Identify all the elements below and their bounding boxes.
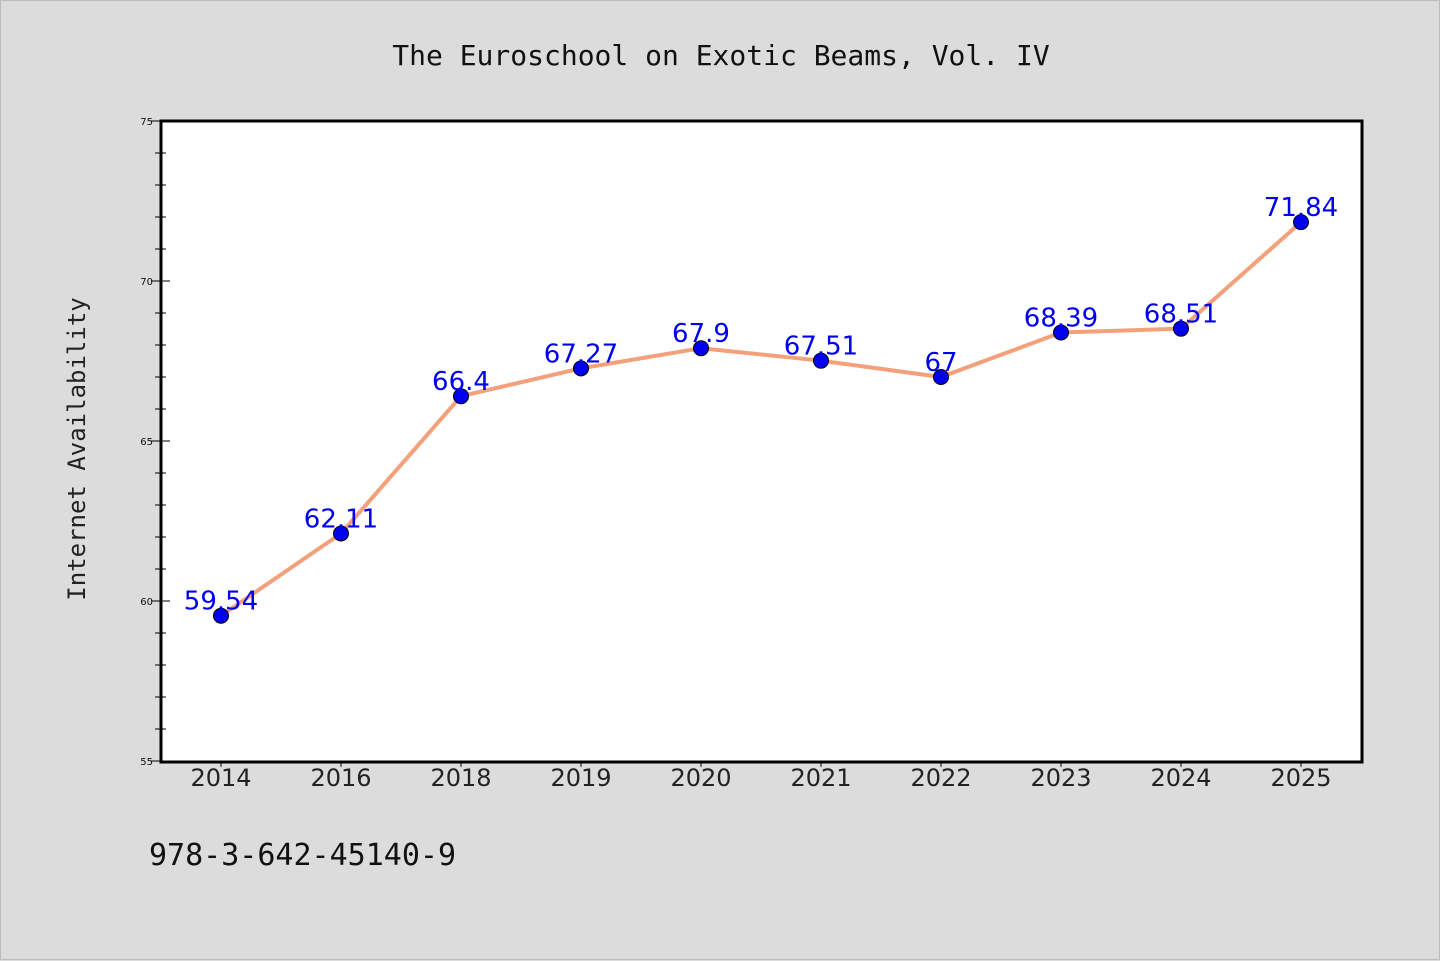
x-tick-label: 2020	[670, 764, 731, 792]
x-tick-label: 2021	[790, 764, 851, 792]
data-point-marker	[453, 388, 469, 405]
data-label: 67.51	[784, 332, 858, 362]
data-point-marker	[1173, 320, 1189, 337]
x-tick-label: 2024	[1150, 764, 1211, 792]
y-tick-label: 60	[140, 597, 153, 608]
data-label: 68.39	[1024, 304, 1098, 334]
data-label: 71.84	[1264, 193, 1338, 223]
y-tick-label: 75	[140, 117, 153, 128]
plot-area	[159, 119, 1364, 764]
y-tick-label: 70	[140, 277, 153, 288]
x-tick-label: 2022	[910, 764, 971, 792]
data-point-marker	[813, 352, 829, 369]
y-tick-label: 65	[140, 437, 153, 448]
data-point-marker	[1053, 324, 1069, 341]
data-point-marker	[1293, 214, 1309, 231]
x-axis-ticks: 2014 2016 2018 2019 2020 2021 2022 2023 2024 2025	[190, 761, 1332, 792]
isbn-footer: 978-3-642-45140-9	[149, 838, 456, 873]
data-labels: 59.54 62.11 66.4 67.27 67.9 67.51 67 68.39 68.51…	[184, 193, 1338, 617]
data-point-marker	[573, 360, 589, 377]
data-label: 67.9	[672, 319, 730, 349]
data-label: 68.51	[1144, 300, 1218, 330]
data-point-marker	[213, 607, 229, 624]
x-tick-label: 2019	[550, 764, 611, 792]
y-tick-label: 55	[140, 757, 153, 768]
series-line	[219, 220, 1303, 618]
data-point-marker	[933, 369, 949, 385]
data-label: 62.11	[304, 504, 378, 534]
data-label: 66.4	[432, 367, 490, 397]
x-tick-label: 2023	[1030, 764, 1091, 792]
x-tick-label: 2016	[310, 764, 371, 792]
data-point-marker	[333, 525, 349, 542]
y-axis-label: Internet Availability	[63, 297, 91, 600]
y-axis-ticks: 55 60 65 70 75	[140, 117, 170, 768]
x-tick-label: 2014	[190, 764, 251, 792]
series-layer	[213, 214, 1309, 624]
data-label: 67.27	[544, 339, 618, 369]
x-tick-label: 2018	[430, 764, 491, 792]
x-tick-label: 2025	[1270, 764, 1331, 792]
chart-title: The Euroschool on Exotic Beams, Vol. IV	[392, 39, 1050, 72]
data-point-marker	[693, 340, 709, 357]
data-label: 67	[924, 348, 957, 378]
data-label: 59.54	[184, 587, 258, 617]
